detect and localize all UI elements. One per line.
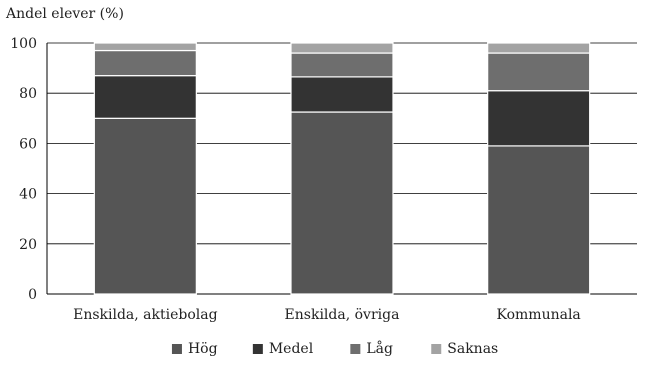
legend-swatch	[431, 344, 442, 354]
bar-segment	[290, 42, 394, 54]
legend-label: Låg	[366, 340, 393, 357]
bar-segment	[290, 76, 394, 113]
legend-label: Hög	[188, 341, 218, 357]
bar-segment	[93, 49, 197, 77]
x-tick-label: Enskilda, övriga	[285, 307, 400, 323]
bar-segment	[93, 75, 197, 119]
bar-segment	[290, 111, 394, 295]
bar-segment	[290, 52, 394, 78]
bar-segment	[487, 145, 591, 295]
x-tick-label: Enskilda, aktiebolag	[73, 307, 218, 323]
y-tick-label: 0	[28, 287, 37, 303]
y-tick-label: 40	[19, 187, 37, 203]
legend-label: Medel	[269, 341, 314, 357]
y-tick-label: 80	[19, 86, 37, 102]
legend-swatch	[171, 344, 182, 354]
bar-segment	[487, 90, 591, 147]
legend-swatch	[252, 344, 263, 354]
legend-label: Saknas	[447, 341, 498, 357]
y-axis-title: Andel elever (%)	[6, 6, 124, 22]
bar-segment	[93, 42, 197, 52]
bar-segment	[487, 52, 591, 92]
bar-segment	[93, 117, 197, 295]
y-tick-label: 100	[10, 36, 37, 52]
x-tick-label: Kommunala	[497, 307, 581, 323]
legend-swatch	[350, 344, 361, 354]
y-tick-label: 60	[19, 136, 37, 152]
bar-segment	[487, 42, 591, 54]
y-tick-label: 20	[19, 237, 37, 253]
